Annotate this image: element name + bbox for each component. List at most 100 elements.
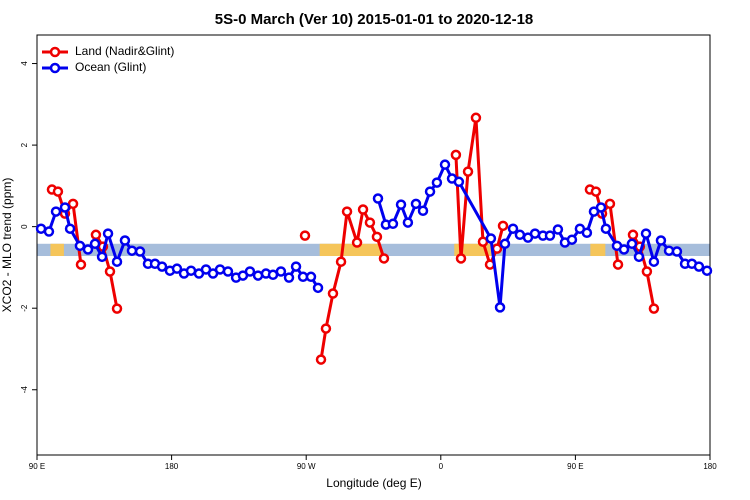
data-point: [494, 302, 506, 313]
data-point: [275, 266, 287, 277]
data-point: [111, 303, 123, 314]
x-tick-label: 90 W: [297, 462, 316, 471]
data-point: [693, 261, 705, 272]
data-point: [90, 229, 102, 241]
data-point: [641, 266, 653, 277]
data-point: [335, 256, 347, 267]
data-point: [378, 253, 390, 264]
data-point: [455, 253, 467, 264]
data-point: [371, 231, 383, 243]
data-point: [315, 354, 327, 365]
data-point: [59, 202, 71, 213]
data-point: [507, 223, 519, 234]
data-point: [648, 256, 660, 267]
data-point: [134, 246, 146, 257]
data-point: [395, 199, 407, 210]
land-range: [50, 243, 64, 257]
y-axis-label: XCO2 - MLO trend (ppm): [0, 178, 14, 313]
y-tick-label: 0: [20, 224, 29, 229]
data-point: [612, 259, 624, 270]
data-point: [364, 217, 376, 228]
data-point: [64, 223, 76, 234]
plot-frame: [36, 34, 711, 456]
data-point: [450, 149, 462, 161]
data-point: [581, 227, 593, 239]
data-point: [627, 229, 639, 241]
data-point: [67, 198, 79, 210]
x-tick-label: 90 E: [567, 462, 583, 471]
data-point: [626, 238, 638, 250]
data-point: [299, 230, 311, 241]
legend-marker: [49, 46, 61, 58]
x-tick-label: 180: [165, 462, 179, 471]
data-point: [491, 243, 503, 254]
data-point: [119, 235, 131, 246]
data-point: [320, 323, 332, 334]
data-point: [485, 233, 497, 244]
data-point: [497, 220, 509, 232]
x-axis-label: Longitude (deg E): [326, 476, 421, 490]
data-point: [104, 266, 116, 277]
x-tick-label: 180: [703, 462, 717, 471]
data-point: [387, 218, 399, 230]
y-tick-label: -4: [20, 386, 29, 394]
data-point: [431, 177, 443, 188]
data-point: [590, 186, 602, 197]
data-point: [75, 259, 87, 270]
data-point: [462, 166, 474, 177]
data-point: [618, 244, 630, 255]
data-point: [244, 266, 256, 277]
data-point: [102, 228, 114, 239]
data-point: [595, 202, 607, 213]
data-point: [82, 244, 94, 255]
data-point: [655, 235, 667, 246]
data-point: [327, 288, 339, 299]
y-tick-label: -2: [20, 304, 29, 312]
y-tick-label: 2: [20, 142, 29, 147]
data-point: [514, 229, 526, 241]
data-point: [633, 251, 645, 263]
data-point: [351, 237, 363, 248]
data-point: [640, 228, 652, 239]
x-tick-label: 0: [439, 462, 444, 471]
data-point: [171, 263, 183, 274]
data-point: [74, 240, 86, 252]
data-point: [357, 204, 369, 215]
data-point: [552, 224, 564, 235]
land-range: [590, 243, 606, 257]
data-point: [410, 198, 422, 210]
data-point: [424, 186, 436, 197]
x-tick-label: 90 E: [29, 462, 45, 471]
data-point: [52, 186, 64, 197]
data-point: [417, 205, 429, 216]
data-point: [50, 206, 62, 217]
data-point: [671, 246, 683, 257]
data-point: [156, 261, 168, 272]
data-point: [312, 282, 324, 294]
data-point: [544, 230, 556, 241]
data-point: [290, 261, 302, 272]
data-point: [305, 271, 317, 283]
data-point: [96, 251, 108, 263]
data-point: [566, 234, 578, 245]
data-point: [111, 256, 123, 267]
data-point: [499, 238, 511, 250]
data-point: [283, 272, 295, 283]
chart-title: 5S-0 March (Ver 10) 2015-01-01 to 2020-1…: [215, 11, 534, 28]
data-point: [222, 266, 234, 277]
legend-label: Land (Nadir&Glint): [75, 44, 174, 58]
data-point: [341, 206, 353, 217]
data-point: [600, 223, 612, 234]
data-point: [126, 245, 138, 256]
data-point: [470, 112, 482, 124]
data-point: [604, 198, 616, 210]
legend-label: Ocean (Glint): [75, 60, 146, 74]
land-range: [319, 243, 381, 257]
data-point: [402, 217, 414, 228]
data-point: [372, 193, 384, 204]
y-tick-label: 4: [20, 61, 29, 66]
data-point: [648, 303, 660, 314]
data-point: [439, 159, 451, 170]
data-point: [43, 226, 55, 237]
